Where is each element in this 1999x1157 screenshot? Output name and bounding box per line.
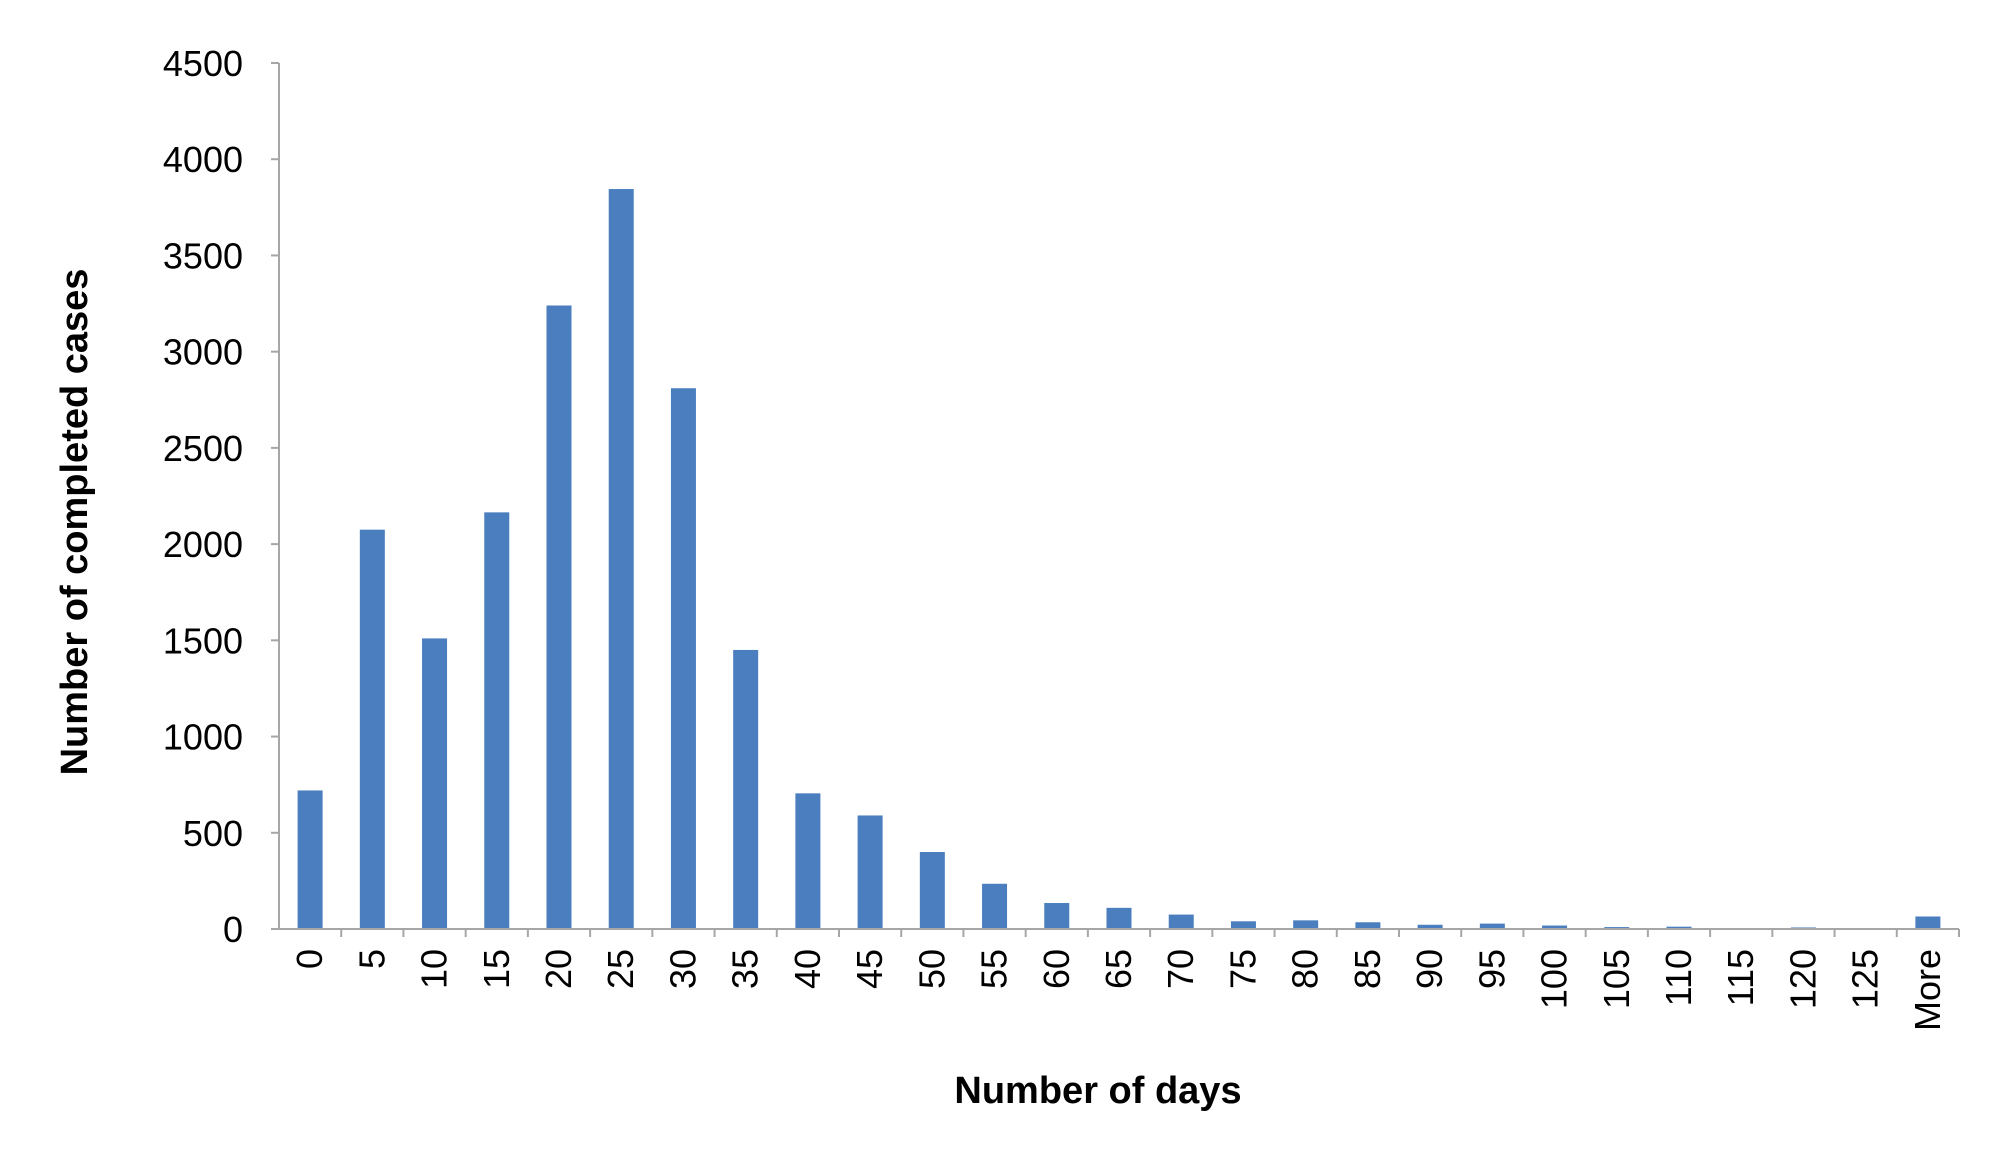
x-tick-label: 30 (662, 949, 703, 989)
y-tick-label: 4500 (163, 43, 243, 84)
y-axis-ticks: 0 500 1000 1500 2000 2500 3000 3500 4000 4500 (163, 43, 279, 950)
bar (608, 189, 634, 929)
y-tick-label: 500 (183, 813, 243, 854)
x-tick-label: 80 (1285, 949, 1326, 989)
bar (484, 512, 510, 929)
x-tick-label: 35 (725, 949, 766, 989)
x-tick-label: 90 (1409, 949, 1450, 989)
x-tick-label: 125 (1845, 949, 1886, 1009)
bar (1479, 923, 1505, 929)
bar (1542, 925, 1568, 929)
bar (733, 649, 759, 929)
bar (1230, 921, 1256, 929)
x-tick-label: 115 (1720, 949, 1761, 1006)
x-tick-label: 85 (1347, 949, 1388, 989)
bar (422, 638, 448, 929)
y-tick-label: 0 (223, 909, 243, 950)
bar (1168, 914, 1194, 929)
y-tick-label: 1500 (163, 620, 243, 661)
x-tick-label: 50 (911, 949, 952, 989)
bar (359, 529, 385, 929)
y-tick-label: 2000 (163, 524, 243, 565)
bar (1044, 903, 1070, 929)
x-tick-label: 40 (787, 949, 828, 989)
y-tick-label: 2500 (163, 428, 243, 469)
y-axis-title: Number of completed cases (54, 269, 96, 776)
x-tick-label: 105 (1596, 949, 1637, 1009)
x-axis-title: Number of days (954, 1070, 1241, 1112)
x-tick-label: 45 (849, 949, 890, 989)
x-tick-label: 5 (351, 949, 392, 969)
x-tick-label: 120 (1782, 949, 1823, 1009)
x-tick-label: 20 (538, 949, 579, 989)
bars (297, 189, 1941, 930)
x-tick-label: More (1907, 949, 1948, 1031)
x-tick-label: 0 (289, 949, 330, 969)
x-tick-label: 15 (476, 949, 517, 989)
y-tick-label: 3000 (163, 332, 243, 373)
bar (297, 790, 323, 929)
x-tick-label: 60 (1036, 949, 1077, 989)
bar (1293, 920, 1319, 929)
bar (546, 305, 572, 930)
bar (1417, 924, 1443, 929)
bar (1106, 907, 1132, 929)
bar (1355, 922, 1381, 929)
x-axis-ticks: 0 5 10 15 20 25 30 35 40 45 50 55 60 65 70 75 80 85 90 95 10… (289, 929, 1960, 1031)
x-tick-label: 110 (1658, 949, 1699, 1006)
bar (919, 852, 945, 929)
bar (670, 388, 696, 930)
x-tick-label: 25 (600, 949, 641, 989)
y-tick-label: 1000 (163, 717, 243, 758)
x-tick-label: 55 (974, 949, 1015, 989)
y-tick-label: 4000 (163, 139, 243, 180)
x-tick-label: 100 (1534, 949, 1575, 1009)
bar (857, 815, 883, 929)
bar (982, 883, 1008, 929)
x-tick-label: 70 (1160, 949, 1201, 989)
x-tick-label: 65 (1098, 949, 1139, 989)
x-tick-label: 95 (1471, 949, 1512, 989)
bar (1915, 916, 1941, 929)
bar (1666, 926, 1692, 929)
bar (795, 793, 821, 929)
y-tick-label: 3500 (163, 235, 243, 276)
x-tick-label: 10 (414, 949, 455, 989)
x-tick-label: 75 (1222, 949, 1263, 989)
